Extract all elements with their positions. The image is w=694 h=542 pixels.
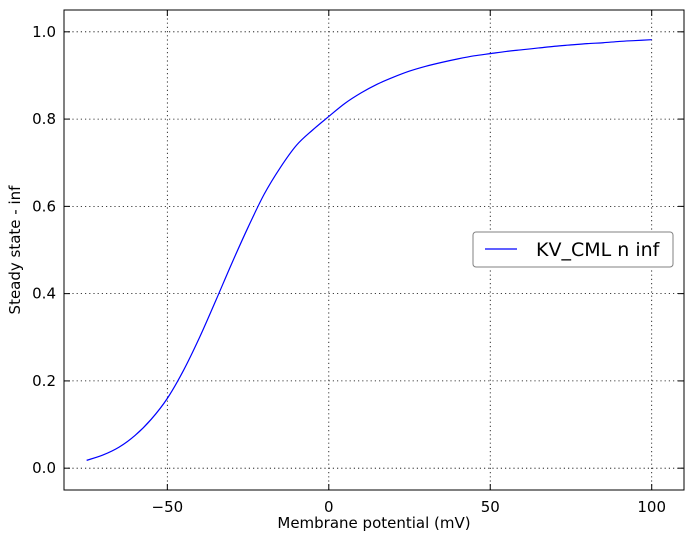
y-tick-label: 1.0	[32, 23, 56, 41]
y-tick-label: 0.4	[32, 285, 56, 303]
x-tick-label: 100	[637, 498, 666, 516]
y-tick-label: 0.0	[32, 459, 56, 477]
x-tick-label: 0	[324, 498, 334, 516]
legend: KV_CML n inf	[472, 231, 674, 268]
x-tick-label: −50	[152, 498, 184, 516]
y-tick-label: 0.8	[32, 110, 56, 128]
x-axis-label: Membrane potential (mV)	[277, 514, 470, 532]
x-tick-label: 50	[481, 498, 500, 516]
y-axis-label: Steady state - inf	[6, 185, 24, 315]
series-line	[86, 39, 652, 461]
legend-label: KV_CML n inf	[536, 239, 661, 261]
series-layer	[86, 39, 652, 461]
legend-box	[472, 231, 674, 268]
y-tick-label: 0.6	[32, 197, 56, 215]
y-tick-label: 0.2	[32, 372, 56, 390]
plot-frame	[63, 9, 685, 491]
axis-ticks: −50 0 50 100 0.0 0.2 0.4 0.6 0.8 1.0	[32, 10, 684, 516]
grid	[64, 10, 684, 490]
